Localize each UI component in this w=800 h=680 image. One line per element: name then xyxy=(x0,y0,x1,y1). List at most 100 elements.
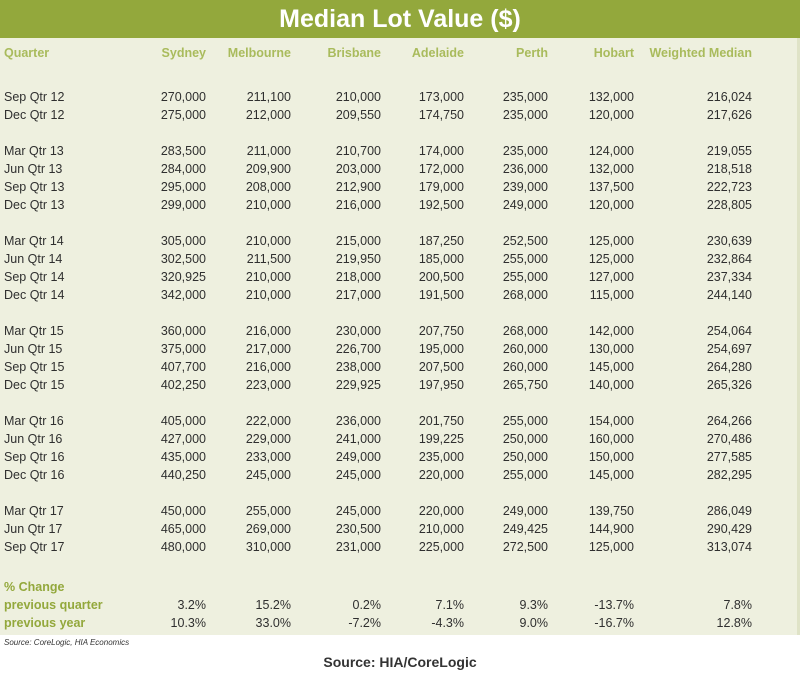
table-cell: 191,500 xyxy=(418,288,464,302)
row-label: Dec Qtr 15 xyxy=(4,378,65,392)
table-cell: 249,000 xyxy=(502,198,548,212)
table-cell: 249,000 xyxy=(502,504,548,518)
table-cell: 197,950 xyxy=(418,378,464,392)
table-cell: 222,723 xyxy=(706,180,752,194)
table-cell: 239,000 xyxy=(502,180,548,194)
table-cell: 210,000 xyxy=(245,270,291,284)
row-label: Jun Qtr 13 xyxy=(4,162,63,176)
table-cell: 187,250 xyxy=(418,234,464,248)
row-label: Dec Qtr 14 xyxy=(4,288,65,302)
table-cell: 264,266 xyxy=(706,414,752,428)
table-cell: 218,000 xyxy=(335,270,381,284)
row-label: Dec Qtr 12 xyxy=(4,108,65,122)
table-cell: 265,750 xyxy=(502,378,548,392)
table-row: Sep Qtr 13 295,000 208,000 212,900 179,000 23… xyxy=(0,178,800,196)
table-row: Jun Qtr 15 375,000 217,000 226,700 195,000 26… xyxy=(0,340,800,358)
table-cell: 230,639 xyxy=(706,234,752,248)
table-cell: 480,000 xyxy=(160,540,206,554)
row-label: Mar Qtr 17 xyxy=(4,504,64,518)
table-title: Median Lot Value ($) xyxy=(0,0,800,38)
table-cell: 215,000 xyxy=(335,234,381,248)
table-cell: 260,000 xyxy=(502,360,548,374)
row-label: Jun Qtr 14 xyxy=(4,252,63,266)
table-cell: 255,000 xyxy=(502,468,548,482)
table-cell: 0.2% xyxy=(352,598,382,612)
table-row: Mar Qtr 15 360,000 216,000 230,000 207,750 26… xyxy=(0,322,800,340)
table-row: Dec Qtr 16 440,250 245,000 245,000 220,000 25… xyxy=(0,466,800,484)
table-cell: 217,626 xyxy=(706,108,752,122)
row-label: previous year xyxy=(4,616,86,630)
row-group: Mar Qtr 13 283,500 211,000 210,700 174,000 23… xyxy=(0,142,800,214)
table-cell: 230,000 xyxy=(335,324,381,338)
table-cell: 407,700 xyxy=(160,360,206,374)
table-cell: 265,326 xyxy=(706,378,752,392)
table-cell: 435,000 xyxy=(160,450,206,464)
table-cell: 232,864 xyxy=(706,252,752,266)
column-header: Weighted Median xyxy=(649,46,752,60)
table-cell: 120,000 xyxy=(588,198,634,212)
table-cell: 210,000 xyxy=(418,522,464,536)
column-header: Adelaide xyxy=(411,46,464,60)
table-cell: 216,000 xyxy=(245,324,291,338)
table-cell: 305,000 xyxy=(160,234,206,248)
table-cell: 203,000 xyxy=(335,162,381,176)
table-row: Sep Qtr 14 320,925 210,000 218,000 200,500 25… xyxy=(0,268,800,286)
table-cell: 254,064 xyxy=(706,324,752,338)
row-label: previous quarter xyxy=(4,598,103,612)
table-cell: 250,000 xyxy=(502,432,548,446)
row-group: Mar Qtr 15 360,000 216,000 230,000 207,750 26… xyxy=(0,322,800,394)
table-cell: 217,000 xyxy=(245,342,291,356)
table-cell: 450,000 xyxy=(160,504,206,518)
table-row: Jun Qtr 16 427,000 229,000 241,000 199,225 25… xyxy=(0,430,800,448)
table-cell: 268,000 xyxy=(502,288,548,302)
table-cell: 174,750 xyxy=(418,108,464,122)
table-cell: 270,486 xyxy=(706,432,752,446)
table-cell: 140,000 xyxy=(588,378,634,392)
table-cell: 229,925 xyxy=(335,378,381,392)
table-cell: 249,425 xyxy=(502,522,548,536)
table-cell: 210,000 xyxy=(245,198,291,212)
table-cell: 255,000 xyxy=(502,252,548,266)
column-header: Hobart xyxy=(593,46,634,60)
table-row: Mar Qtr 14 305,000 210,000 215,000 187,250 25… xyxy=(0,232,800,250)
table-cell: 255,000 xyxy=(502,270,548,284)
table-cell: -13.7% xyxy=(594,598,634,612)
table-cell: 154,000 xyxy=(588,414,634,428)
column-header: Quarter xyxy=(4,46,50,60)
table-cell: 231,000 xyxy=(335,540,381,554)
percent-change-section: % Change previous quarter 3.2% 15.2% 0.2% 7.… xyxy=(0,578,800,632)
table-cell: 199,225 xyxy=(418,432,464,446)
table-cell: 223,000 xyxy=(245,378,291,392)
table-cell: 233,000 xyxy=(245,450,291,464)
table-row: Sep Qtr 16 435,000 233,000 249,000 235,000 25… xyxy=(0,448,800,466)
column-header: Brisbane xyxy=(327,46,382,60)
table-cell: 249,000 xyxy=(335,450,381,464)
table-cell: 210,000 xyxy=(335,90,381,104)
table-cell: 244,140 xyxy=(706,288,752,302)
table-cell: 130,000 xyxy=(588,342,634,356)
table-cell: 218,518 xyxy=(706,162,752,176)
table-cell: 212,900 xyxy=(335,180,381,194)
table-cell: 220,000 xyxy=(418,504,464,518)
table-cell: 295,000 xyxy=(160,180,206,194)
table-cell: 268,000 xyxy=(502,324,548,338)
table-cell: 212,000 xyxy=(245,108,291,122)
table-cell: 132,000 xyxy=(588,162,634,176)
table-cell: 230,500 xyxy=(335,522,381,536)
table-row: Mar Qtr 17 450,000 255,000 245,000 220,000 24… xyxy=(0,502,800,520)
row-label: Sep Qtr 14 xyxy=(4,270,65,284)
source-caption: Source: HIA/CoreLogic xyxy=(323,654,477,670)
table-cell: 250,000 xyxy=(502,450,548,464)
table-cell: 219,950 xyxy=(335,252,381,266)
table-cell: 252,500 xyxy=(502,234,548,248)
table-cell: 245,000 xyxy=(335,504,381,518)
table-row: Dec Qtr 12 275,000 212,000 209,550 174,750 23… xyxy=(0,106,800,124)
table-cell: 241,000 xyxy=(335,432,381,446)
table-cell: 7.1% xyxy=(435,598,465,612)
table-cell: 254,697 xyxy=(706,342,752,356)
table-cell: 310,000 xyxy=(245,540,291,554)
table-cell: 290,429 xyxy=(706,522,752,536)
table-cell: 150,000 xyxy=(588,450,634,464)
table-cell: 235,000 xyxy=(502,144,548,158)
footnote: Source: CoreLogic, HIA Economics xyxy=(4,638,130,647)
